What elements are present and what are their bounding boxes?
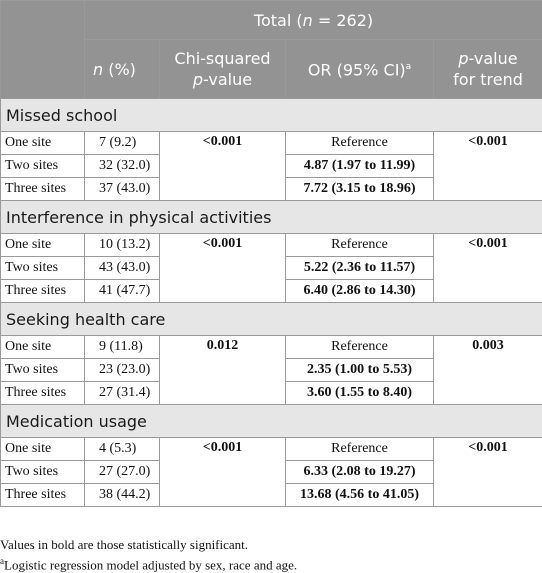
chi-squared-p-value: <0.001 [160, 234, 286, 303]
row-n-percent: 4 (5.3) [85, 438, 160, 461]
footnote-a-text: Logistic regression model adjusted by se… [4, 557, 297, 572]
header-n-percent: n (%) [85, 40, 160, 99]
row-label: Two sites [1, 461, 85, 484]
row-n-percent: 43 (43.0) [85, 257, 160, 280]
header-total-text: Total (n = 262) [254, 11, 373, 30]
section-title: Interference in physical activities [1, 201, 542, 234]
row-label: One site [1, 336, 85, 359]
row-label: Three sites [1, 280, 85, 303]
odds-ratio-value: Reference [286, 234, 434, 257]
odds-ratio-value: Reference [286, 438, 434, 461]
trend-p-value: 0.003 [434, 336, 542, 405]
row-label: Two sites [1, 155, 85, 178]
row-label: Three sites [1, 178, 85, 201]
row-n-percent: 27 (31.4) [85, 382, 160, 405]
row-n-percent: 23 (23.0) [85, 359, 160, 382]
chi-squared-p-value: <0.001 [160, 438, 286, 507]
row-label: One site [1, 132, 85, 155]
header-chi-squared: Chi-squared p-value [160, 40, 286, 99]
section-header-row: Medication usage [1, 405, 542, 438]
results-table: Total (n = 262) n (%) Chi-squared p-valu… [0, 0, 542, 507]
header-or-superscript: a [406, 62, 412, 72]
header-chi-line1: Chi-squared [174, 49, 270, 68]
row-label: One site [1, 234, 85, 257]
odds-ratio-value: Reference [286, 336, 434, 359]
section-header-row: Seeking health care [1, 303, 542, 336]
row-n-percent: 9 (11.8) [85, 336, 160, 359]
row-label: Two sites [1, 359, 85, 382]
row-label: Three sites [1, 484, 85, 507]
row-n-percent: 37 (43.0) [85, 178, 160, 201]
header-or-label: OR (95% CI) [308, 61, 406, 80]
section-title: Missed school [1, 99, 542, 132]
row-n-percent: 38 (44.2) [85, 484, 160, 507]
odds-ratio-value: 7.72 (3.15 to 18.96) [286, 178, 434, 201]
section-header-row: Missed school [1, 99, 542, 132]
odds-ratio-value: 6.40 (2.86 to 14.30) [286, 280, 434, 303]
trend-p-value: <0.001 [434, 438, 542, 507]
odds-ratio-value: 6.33 (2.08 to 19.27) [286, 461, 434, 484]
trend-p-value: <0.001 [434, 234, 542, 303]
odds-ratio-value: Reference [286, 132, 434, 155]
odds-ratio-value: 13.68 (4.56 to 41.05) [286, 484, 434, 507]
row-n-percent: 41 (47.7) [85, 280, 160, 303]
header-corner [1, 1, 85, 99]
odds-ratio-value: 4.87 (1.97 to 11.99) [286, 155, 434, 178]
header-row-total: Total (n = 262) [1, 1, 542, 40]
header-trend-line2: for trend [453, 70, 523, 89]
trend-p-value: <0.001 [434, 132, 542, 201]
header-total: Total (n = 262) [85, 1, 542, 40]
row-n-percent: 27 (27.0) [85, 461, 160, 484]
row-label: One site [1, 438, 85, 461]
section-title: Medication usage [1, 405, 542, 438]
footnote-a: aLogistic regression model adjusted by s… [0, 556, 297, 573]
chi-squared-p-value: <0.001 [160, 132, 286, 201]
row-n-percent: 7 (9.2) [85, 132, 160, 155]
row-n-percent: 32 (32.0) [85, 155, 160, 178]
row-label: Two sites [1, 257, 85, 280]
chi-squared-p-value: 0.012 [160, 336, 286, 405]
row-label: Three sites [1, 382, 85, 405]
odds-ratio-value: 3.60 (1.55 to 8.40) [286, 382, 434, 405]
section-title: Seeking health care [1, 303, 542, 336]
section-header-row: Interference in physical activities [1, 201, 542, 234]
header-trend: p-value for trend [434, 40, 542, 99]
row-n-percent: 10 (13.2) [85, 234, 160, 257]
header-odds-ratio: OR (95% CI)a [286, 40, 434, 99]
odds-ratio-value: 2.35 (1.00 to 5.53) [286, 359, 434, 382]
footnote-bold: Values in bold are those statistically s… [0, 537, 248, 553]
odds-ratio-value: 5.22 (2.36 to 11.57) [286, 257, 434, 280]
